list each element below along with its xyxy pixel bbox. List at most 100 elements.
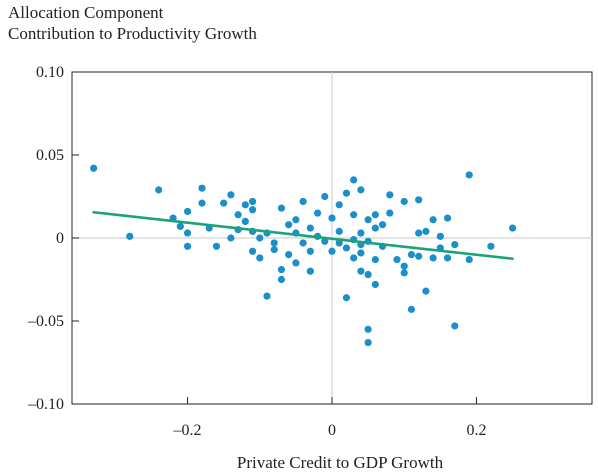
data-point [407, 251, 416, 259]
data-point [371, 224, 379, 232]
data-point [328, 214, 336, 222]
data-point [451, 322, 459, 330]
x-tick-label: 0 [328, 422, 336, 439]
data-point [335, 227, 343, 235]
data-point [443, 214, 452, 222]
y-axis-title-line-1: Allocation Component [8, 3, 164, 22]
data-point [350, 254, 358, 262]
data-point [126, 232, 134, 240]
y-tick-label: 0 [56, 230, 64, 247]
x-axis: –0.2 0 0.2 [173, 397, 486, 439]
data-point [321, 237, 329, 245]
data-point [220, 199, 228, 207]
data-point [487, 242, 495, 250]
data-point [212, 242, 221, 250]
data-point [350, 211, 358, 219]
data-point [241, 201, 249, 209]
data-point [371, 280, 379, 289]
data-point [256, 254, 264, 262]
x-tick-label: 0.2 [466, 422, 486, 439]
data-point [357, 249, 365, 257]
data-point [183, 229, 192, 237]
data-point [256, 234, 264, 242]
data-point [277, 265, 286, 274]
data-point [321, 192, 329, 201]
data-point [371, 211, 379, 219]
data-point [357, 267, 365, 275]
data-point [364, 270, 372, 279]
data-point [299, 239, 307, 247]
data-point [415, 252, 423, 260]
y-axis-title: Allocation Component Contribution to Pro… [8, 2, 257, 44]
data-point [415, 196, 423, 204]
data-point [270, 246, 278, 254]
data-point [270, 239, 278, 247]
data-point [508, 224, 517, 232]
data-point [386, 191, 394, 199]
data-point [241, 217, 249, 225]
y-axis-title-line-2: Contribution to Productivity Growth [8, 24, 257, 43]
data-point [364, 325, 372, 333]
data-point [342, 189, 351, 197]
data-point [386, 209, 394, 217]
data-point [285, 221, 293, 229]
data-point [292, 216, 300, 224]
data-point [393, 255, 401, 264]
data-point [227, 234, 235, 242]
data-point [378, 221, 387, 229]
data-point [248, 206, 257, 214]
data-point [183, 242, 192, 250]
data-point [429, 254, 437, 262]
data-point [465, 255, 473, 264]
y-tick-label: 0.05 [36, 147, 64, 164]
data-point [335, 239, 343, 247]
data-point [364, 338, 372, 347]
data-point [227, 191, 235, 199]
data-point [285, 251, 293, 259]
data-point [183, 207, 192, 216]
data-point [313, 209, 322, 217]
x-tick-label: –0.2 [173, 422, 202, 439]
y-axis: 0.10 0.05 0 –0.05 –0.10 [27, 64, 79, 413]
data-point [198, 199, 206, 207]
data-point [400, 197, 408, 206]
x-axis-title: Private Credit to GDP Growth [237, 453, 444, 472]
data-point [176, 222, 184, 230]
data-point [400, 269, 408, 277]
data-point [292, 259, 300, 267]
data-point [335, 201, 343, 209]
data-point [429, 216, 437, 224]
data-point [248, 197, 257, 206]
data-point [277, 275, 286, 284]
data-point [90, 164, 98, 172]
data-point [198, 184, 206, 192]
data-point [277, 204, 286, 212]
data-point [350, 176, 358, 184]
data-point [234, 211, 242, 219]
trend-line [92, 210, 514, 261]
data-point [436, 232, 444, 240]
data-point [357, 229, 365, 237]
data-point [465, 171, 473, 179]
data-point [451, 241, 459, 249]
data-point [357, 186, 365, 194]
data-point [342, 294, 351, 302]
y-tick-label: 0.10 [36, 64, 64, 81]
data-point [263, 292, 271, 300]
data-point [422, 227, 430, 235]
data-points [90, 164, 517, 347]
data-point [306, 247, 314, 255]
data-point [407, 305, 416, 313]
data-point [443, 254, 452, 262]
data-point [422, 287, 430, 295]
data-point [248, 247, 257, 255]
y-tick-label: –0.05 [27, 313, 64, 330]
data-point [306, 267, 314, 275]
data-point [342, 244, 351, 252]
trend-line-group [92, 210, 514, 261]
data-point [364, 216, 372, 224]
data-point [299, 197, 307, 206]
y-tick-label: –0.10 [27, 396, 64, 413]
data-point [371, 255, 379, 264]
